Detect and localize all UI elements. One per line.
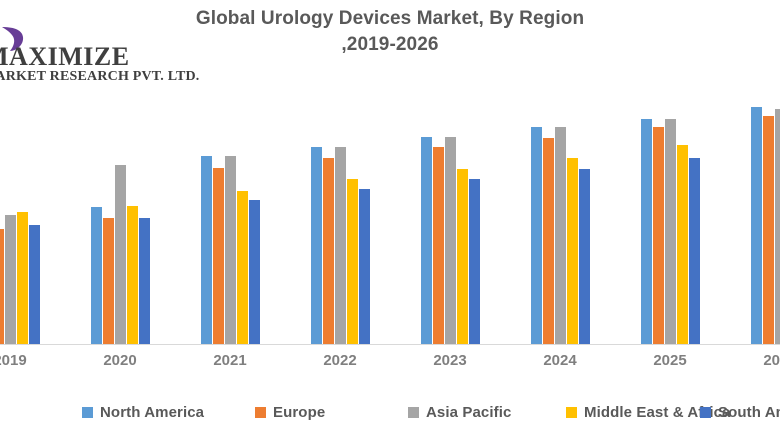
bar-2019-middle-east-and-africa	[16, 212, 28, 345]
legend-item-middle-east-and-africa[interactable]: Middle East & Africa	[566, 404, 730, 421]
legend-swatch-middle-east-and-africa	[566, 407, 577, 418]
legend-swatch-europe	[255, 407, 266, 418]
bar-2020-middle-east-and-africa	[126, 206, 138, 345]
bar-2026-north-america	[750, 106, 762, 345]
bar-2019-south-america	[28, 225, 40, 345]
bar-2021-europe	[212, 167, 224, 345]
legend-swatch-north-america	[82, 407, 93, 418]
legend-swatch-south-america	[700, 407, 711, 418]
x-axis-label-2020: 2020	[103, 352, 137, 369]
bar-2025-south-america	[688, 157, 700, 345]
bar-2026-europe	[762, 115, 774, 345]
bar-2021-asia-pacific	[224, 156, 236, 345]
bar-2022-north-america	[310, 147, 322, 345]
x-axis-labels: 2019 2020 2021 2022 2023 2024 2025 2026	[0, 352, 780, 378]
bar-2025-middle-east-and-africa	[676, 144, 688, 345]
logo-company-name: MAXIMIZE	[0, 42, 130, 71]
bar-2025-europe	[652, 126, 664, 345]
legend-swatch-asia-pacific	[408, 407, 419, 418]
bar-2023-north-america	[420, 137, 432, 345]
bar-2022-south-america	[358, 189, 370, 345]
legend-item-europe[interactable]: Europe	[255, 404, 325, 421]
bar-2019-asia-pacific	[4, 214, 16, 345]
bar-2023-europe	[432, 147, 444, 345]
legend-item-asia-pacific[interactable]: Asia Pacific	[408, 404, 511, 421]
bar-2021-middle-east-and-africa	[236, 190, 248, 345]
bar-2023-asia-pacific	[444, 137, 456, 345]
bar-2020-south-america	[138, 217, 150, 345]
logo-company-subtitle: MARKET RESEARCH PVT. LTD.	[0, 69, 200, 84]
bar-2024-middle-east-and-africa	[566, 157, 578, 345]
bar-2025-north-america	[640, 119, 652, 345]
bar-2022-asia-pacific	[334, 147, 346, 345]
bar-2021-south-america	[248, 199, 260, 345]
x-axis-line	[0, 344, 780, 345]
legend-label-asia-pacific: Asia Pacific	[426, 404, 512, 421]
x-axis-label-2023: 2023	[433, 352, 467, 369]
bar-2023-middle-east-and-africa	[456, 169, 468, 345]
chart-legend: North America Europe Asia Pacific Middle Ea…	[0, 404, 780, 432]
x-axis-label-2021: 2021	[213, 352, 247, 369]
plot-area	[0, 90, 780, 345]
legend-label-south-america: South America	[718, 404, 780, 421]
bar-2022-middle-east-and-africa	[346, 179, 358, 345]
bar-2026-asia-pacific	[774, 109, 780, 345]
legend-label-north-america: North America	[100, 404, 205, 421]
company-logo: MAXIMIZE MARKET RESEARCH PVT. LTD.	[0, 26, 199, 88]
bar-2020-asia-pacific	[114, 165, 126, 345]
x-axis-label-2024: 2024	[543, 352, 577, 369]
x-axis-label-2026: 2026	[763, 352, 780, 369]
bar-2025-asia-pacific	[664, 119, 676, 345]
bar-2022-europe	[322, 157, 334, 345]
bar-2019-europe	[0, 228, 4, 345]
bar-2024-europe	[542, 138, 554, 345]
legend-item-south-america[interactable]: South America	[700, 404, 780, 421]
bar-2023-south-america	[468, 179, 480, 345]
bar-2020-europe	[102, 217, 114, 345]
bar-2024-asia-pacific	[554, 126, 566, 345]
x-axis-label-2025: 2025	[653, 352, 687, 369]
legend-label-middle-east-and-africa: Middle East & Africa	[584, 404, 731, 421]
legend-label-europe: Europe	[273, 404, 326, 421]
x-axis-label-2022: 2022	[323, 352, 357, 369]
bar-2021-north-america	[200, 156, 212, 345]
swoosh-logo-mark-icon	[2, 27, 24, 51]
legend-item-north-america[interactable]: North America	[82, 404, 204, 421]
x-axis-label-2019: 2019	[0, 352, 27, 369]
bar-2020-north-america	[90, 207, 102, 345]
bar-2024-north-america	[530, 126, 542, 345]
bar-2024-south-america	[578, 169, 590, 345]
